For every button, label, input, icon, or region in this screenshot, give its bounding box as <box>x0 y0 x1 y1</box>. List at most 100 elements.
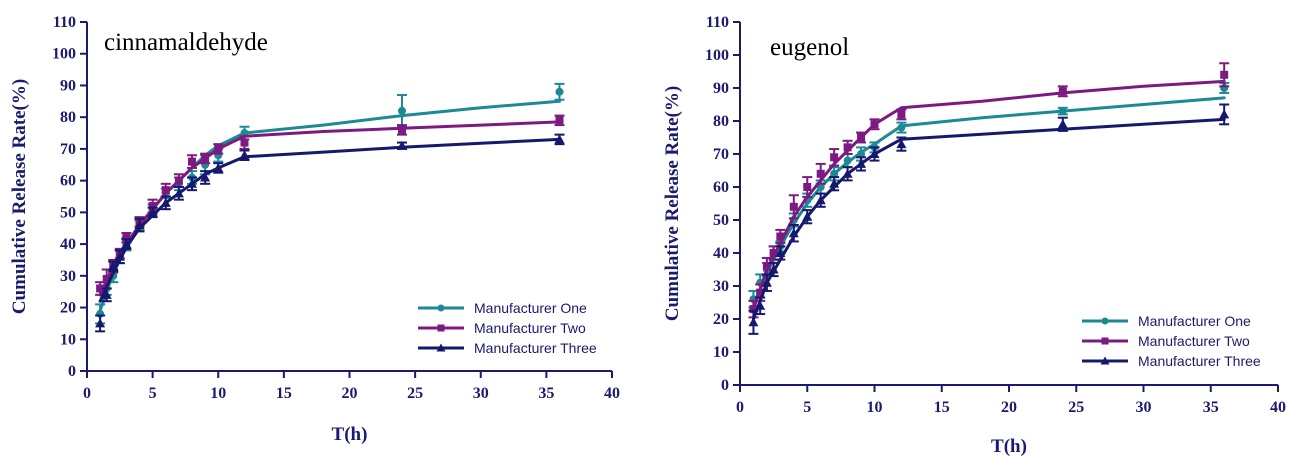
y-tick-label: 110 <box>53 14 76 31</box>
chart-panel-0: 0 10 20 30 40 50 60 70 80 90 100 110 0 5 10 15 20 25 30 35 4… <box>9 14 620 445</box>
x-tick-label: 30 <box>1136 399 1152 416</box>
x-axis-title: T(h) <box>991 436 1027 457</box>
y-tick-label: 90 <box>60 77 76 94</box>
series-1 <box>95 114 565 297</box>
y-tick-label: 0 <box>721 377 729 394</box>
data-point-square <box>870 120 879 129</box>
data-point-square <box>148 202 157 211</box>
x-tick-label: 10 <box>210 385 226 402</box>
data-point-triangle <box>200 172 211 182</box>
data-point-triangle <box>554 134 565 144</box>
data-point-triangle <box>436 343 446 352</box>
data-point-circle <box>398 106 406 115</box>
chart-title: eugenol <box>770 34 849 61</box>
x-tick-label: 0 <box>83 385 91 402</box>
data-point-triangle <box>748 317 759 327</box>
x-tick-label: 40 <box>604 385 620 402</box>
data-point-triangle <box>761 277 772 287</box>
data-point-square <box>240 138 249 147</box>
y-tick-label: 40 <box>60 236 76 253</box>
x-tick-label: 35 <box>538 385 554 402</box>
data-point-square <box>843 143 852 152</box>
data-point-square <box>789 202 798 211</box>
legend-label: Manufacturer One <box>1138 313 1251 329</box>
data-point-triangle <box>397 140 407 150</box>
data-point-triangle <box>173 188 184 198</box>
data-point-square <box>769 249 778 257</box>
legend-label: Manufacturer Three <box>474 340 597 356</box>
y-tick-label: 60 <box>60 173 76 190</box>
legend: Manufacturer One Manufacturer Two Manufact… <box>418 300 597 356</box>
data-point-square <box>122 233 131 242</box>
series-line <box>752 117 1226 321</box>
data-point-triangle <box>187 178 197 188</box>
y-tick-label: 90 <box>713 80 729 97</box>
y-tick-label: 100 <box>52 46 76 63</box>
x-tick-label: 20 <box>342 385 358 402</box>
data-point-circle <box>857 150 866 158</box>
x-tick-label: 0 <box>736 399 744 416</box>
data-point-triangle <box>160 197 171 207</box>
chart-title: cinnamaldehyde <box>104 29 268 56</box>
y-tick-label: 60 <box>713 179 729 196</box>
data-point-triangle <box>856 158 867 168</box>
data-point-circle <box>830 169 839 178</box>
data-point-triangle <box>775 248 786 257</box>
data-point-square <box>776 232 785 241</box>
x-tick-label: 20 <box>1001 399 1017 416</box>
data-point-circle <box>437 304 445 312</box>
data-point-square <box>174 176 183 185</box>
data-point-triangle <box>134 220 145 230</box>
legend: Manufacturer One Manufacturer Two Manufact… <box>1082 313 1261 369</box>
x-tick-label: 25 <box>1068 399 1084 416</box>
data-point-square <box>749 305 758 314</box>
data-point-square <box>897 110 906 119</box>
data-point-square <box>762 262 771 271</box>
data-point-triangle <box>829 178 840 188</box>
data-point-triangle <box>239 150 250 160</box>
x-tick-label: 25 <box>407 385 423 402</box>
y-tick-label: 20 <box>60 300 76 317</box>
data-point-triangle <box>95 318 106 328</box>
data-point-triangle <box>1219 109 1230 119</box>
data-point-square <box>1220 70 1229 79</box>
y-tick-label: 70 <box>713 146 729 163</box>
data-point-triangle <box>108 261 119 271</box>
y-tick-label: 50 <box>60 204 76 221</box>
data-point-square <box>816 169 825 178</box>
chart-panel-1: 0 10 20 30 40 50 60 70 80 90 100 110 0 5 10 15 20 25 30 35 4… <box>662 14 1286 457</box>
legend-label: Manufacturer Three <box>1138 353 1261 369</box>
y-axis-title: Cumulative Release Rate(%) <box>662 86 683 321</box>
x-tick-label: 15 <box>934 399 950 416</box>
legend-label: Manufacturer One <box>474 300 587 316</box>
data-point-square <box>214 144 223 153</box>
data-point-circle <box>843 156 852 165</box>
y-tick-label: 20 <box>713 311 729 328</box>
y-tick-label: 70 <box>60 141 76 158</box>
y-tick-label: 110 <box>706 14 729 31</box>
data-point-square <box>756 288 765 297</box>
data-point-triangle <box>101 289 112 299</box>
data-point-square <box>201 154 210 163</box>
data-point-circle <box>1058 107 1067 116</box>
data-point-triangle <box>788 228 799 238</box>
y-tick-label: 100 <box>705 47 729 64</box>
data-point-circle <box>897 123 906 132</box>
data-point-triangle <box>842 168 853 178</box>
data-point-square <box>555 116 564 125</box>
x-tick-label: 5 <box>149 385 157 402</box>
data-point-square <box>161 186 170 195</box>
y-tick-label: 40 <box>713 245 729 262</box>
data-point-triangle <box>896 139 907 149</box>
data-point-triangle <box>1057 119 1068 129</box>
y-tick-label: 10 <box>713 344 729 361</box>
x-tick-label: 5 <box>803 399 811 416</box>
data-point-square <box>188 157 196 166</box>
x-tick-label: 15 <box>276 385 292 402</box>
data-point-circle <box>555 87 564 96</box>
series-1 <box>748 62 1230 319</box>
legend-label: Manufacturer Two <box>474 320 586 336</box>
data-point-triangle <box>114 251 125 261</box>
data-point-square <box>857 133 866 142</box>
x-tick-label: 30 <box>473 385 489 402</box>
